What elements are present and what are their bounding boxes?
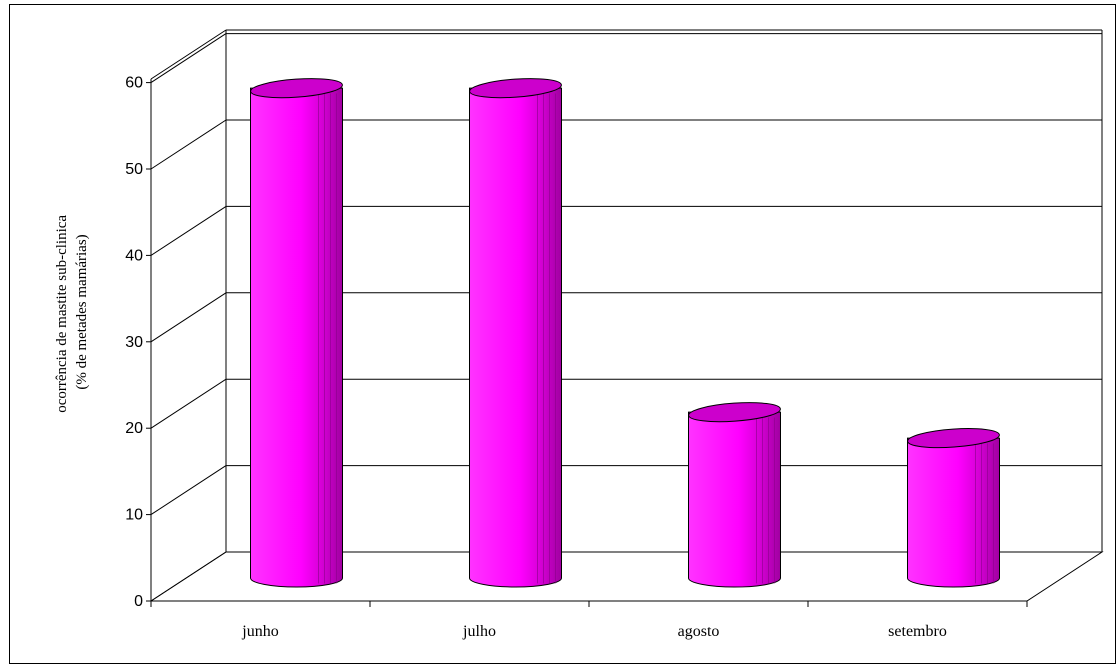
side-top-edge xyxy=(150,29,227,80)
bar-body xyxy=(250,87,343,588)
bar-top xyxy=(250,78,343,99)
bar-body xyxy=(907,437,1000,588)
side-gridline xyxy=(150,465,227,516)
bar-body xyxy=(469,87,562,588)
side-gridline xyxy=(150,551,227,602)
y-tick-label: 30 xyxy=(125,334,143,351)
bar-top xyxy=(469,78,562,99)
bar-setembro xyxy=(907,428,1000,588)
x-tick-label: setembro xyxy=(888,623,947,640)
gridlines xyxy=(150,33,1102,602)
y-axis-label: ocorrência de mastite sub-clinica (% de … xyxy=(54,211,90,413)
y-tick-label: 0 xyxy=(134,593,143,610)
side-gridline xyxy=(150,378,227,429)
bar-julho xyxy=(469,78,562,588)
y-tick-label: 60 xyxy=(125,75,143,92)
bars xyxy=(250,78,1000,588)
side-gridline xyxy=(150,33,227,84)
y-tick-label: 40 xyxy=(125,247,143,264)
y-axis-label-line-1: ocorrência de mastite sub-clinica xyxy=(54,215,70,413)
y-axis-label-line-2: (% de metades mamárias) xyxy=(74,234,90,389)
bar-top xyxy=(688,402,781,423)
side-gridline xyxy=(150,205,227,256)
x-axis-ticks: junho julho agosto setembro xyxy=(150,601,1028,640)
x-tick-label: junho xyxy=(241,623,278,640)
y-axis-ticks: 0 10 20 30 40 50 60 xyxy=(125,75,151,610)
x-tick-label: agosto xyxy=(678,623,720,640)
side-gridline xyxy=(150,292,227,343)
bar-top xyxy=(907,428,1000,449)
bar-junho xyxy=(250,78,343,588)
x-tick-label: julho xyxy=(462,623,496,640)
bar-body xyxy=(688,411,781,588)
side-gridline xyxy=(150,119,227,170)
y-tick-label: 20 xyxy=(125,420,143,437)
y-tick-label: 10 xyxy=(125,507,143,524)
y-tick-label: 50 xyxy=(125,161,143,178)
bar-agosto xyxy=(688,402,781,588)
